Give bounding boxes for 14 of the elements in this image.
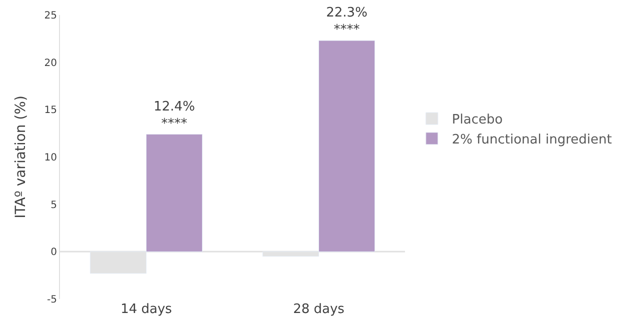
y-axis-title: ITAº variation (%) [12,96,29,218]
y-tick-label: -5 [47,294,57,306]
y-tick-label: 0 [50,247,57,258]
y-tick-label: 5 [50,200,57,211]
data-label: 22.3% **** [326,6,368,38]
x-tick-label: 14 days [120,302,172,317]
y-tick-label: 20 [44,58,57,69]
data-label: 12.4% **** [154,99,195,132]
y-tick-label: 10 [44,152,57,164]
y-tick-label: 15 [44,105,57,116]
x-tick-label: 28 days [293,302,345,317]
legend-label: Placebo [452,112,503,128]
legend-label: 2% functional ingredient [452,132,612,148]
y-tick-label: 25 [44,10,57,22]
